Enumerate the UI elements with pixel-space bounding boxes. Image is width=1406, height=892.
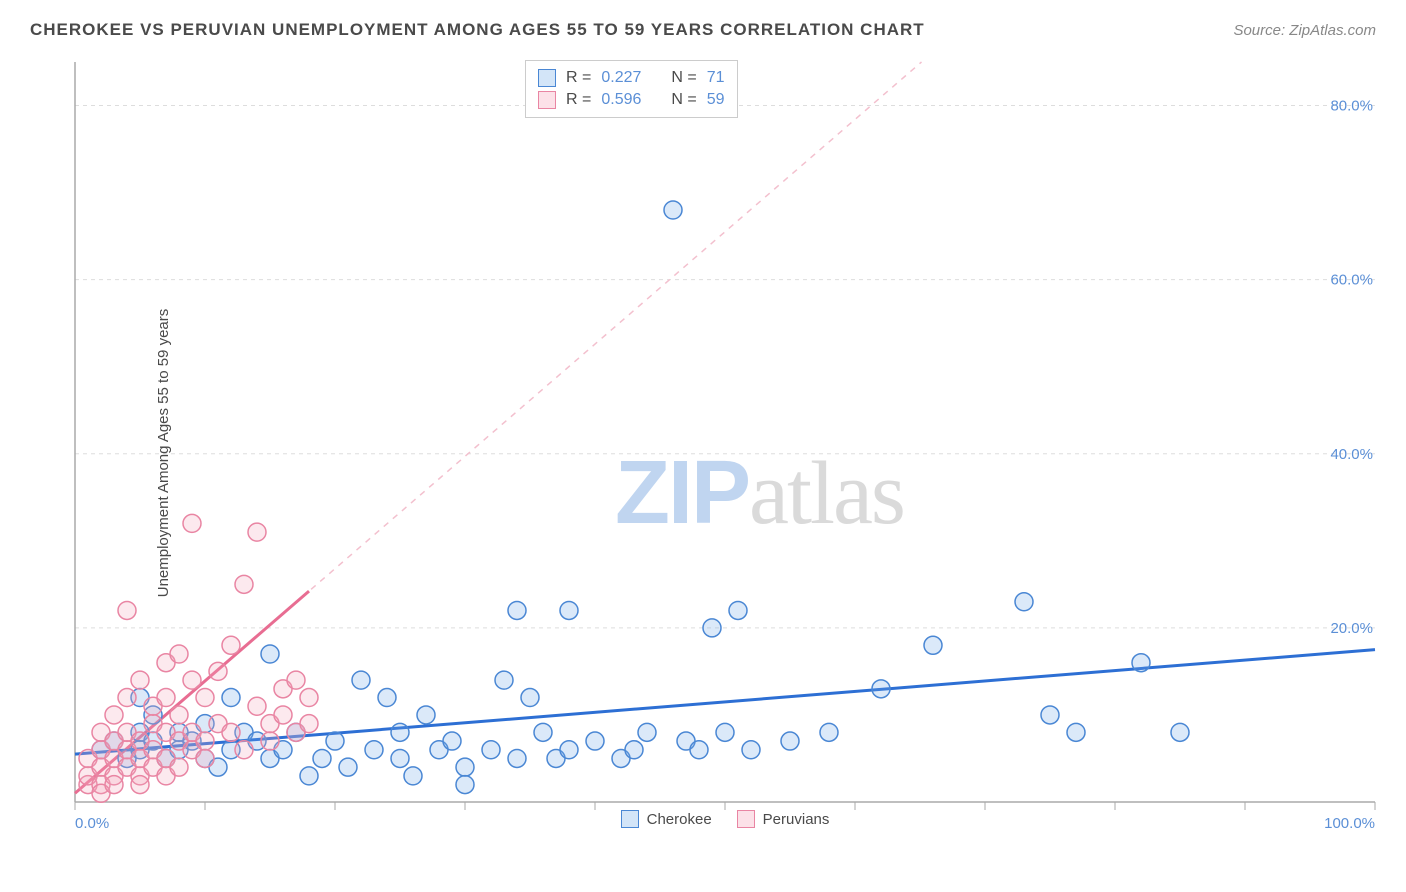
svg-text:40.0%: 40.0% [1330, 446, 1373, 463]
data-point [105, 706, 123, 724]
data-point [924, 636, 942, 654]
data-point [183, 514, 201, 532]
data-point [638, 723, 656, 741]
data-point [157, 689, 175, 707]
data-point [300, 767, 318, 785]
data-point [456, 758, 474, 776]
stats-row: R =0.596N =59 [538, 89, 725, 111]
data-point [690, 741, 708, 759]
data-point [170, 758, 188, 776]
n-value: 71 [707, 69, 725, 87]
data-point [443, 732, 461, 750]
data-point [1132, 654, 1150, 672]
data-point [261, 645, 279, 663]
correlation-stats-box: R =0.227N =71R =0.596N =59 [525, 60, 738, 118]
chart-container: Unemployment Among Ages 55 to 59 years 2… [55, 52, 1406, 854]
data-point [131, 671, 149, 689]
svg-text:80.0%: 80.0% [1330, 98, 1373, 115]
legend-swatch-icon [538, 69, 556, 87]
legend-swatch-icon [621, 810, 639, 828]
chart-title: CHEROKEE VS PERUVIAN UNEMPLOYMENT AMONG … [30, 20, 925, 40]
legend-label: Peruvians [763, 811, 830, 828]
data-point [222, 689, 240, 707]
data-point [820, 723, 838, 741]
svg-text:20.0%: 20.0% [1330, 620, 1373, 637]
data-point [456, 776, 474, 794]
data-point [339, 758, 357, 776]
data-point [183, 671, 201, 689]
data-point [196, 749, 214, 767]
data-point [560, 741, 578, 759]
data-point [131, 776, 149, 794]
legend-item: Peruvians [737, 810, 830, 828]
data-point [586, 732, 604, 750]
chart-header: CHEROKEE VS PERUVIAN UNEMPLOYMENT AMONG … [0, 0, 1406, 52]
data-point [378, 689, 396, 707]
data-point [248, 523, 266, 541]
data-point [482, 741, 500, 759]
data-point [196, 689, 214, 707]
data-point [534, 723, 552, 741]
chart-legend: Cherokee Peruvians [75, 810, 1375, 828]
data-point [703, 619, 721, 637]
data-point [300, 715, 318, 733]
r-value: 0.227 [601, 69, 641, 87]
data-point [365, 741, 383, 759]
data-point [248, 697, 266, 715]
data-point [261, 732, 279, 750]
data-point [625, 741, 643, 759]
data-point [508, 749, 526, 767]
legend-swatch-icon [538, 91, 556, 109]
data-point [1041, 706, 1059, 724]
data-point [1015, 593, 1033, 611]
data-point [742, 741, 760, 759]
svg-text:60.0%: 60.0% [1330, 272, 1373, 289]
legend-label: Cherokee [647, 811, 712, 828]
legend-item: Cherokee [621, 810, 712, 828]
data-point [560, 601, 578, 619]
data-point [170, 645, 188, 663]
data-point [664, 201, 682, 219]
data-point [326, 732, 344, 750]
data-point [781, 732, 799, 750]
data-point [313, 749, 331, 767]
data-point [222, 636, 240, 654]
data-point [1171, 723, 1189, 741]
data-point [235, 741, 253, 759]
data-point [287, 671, 305, 689]
data-point [729, 601, 747, 619]
scatter-chart: 20.0%40.0%60.0%80.0%0.0%100.0%CherokeePe… [55, 52, 1385, 854]
data-point [118, 689, 136, 707]
data-point [118, 601, 136, 619]
source-attribution: Source: ZipAtlas.com [1233, 22, 1376, 39]
data-point [391, 749, 409, 767]
data-point [521, 689, 539, 707]
legend-swatch-icon [737, 810, 755, 828]
data-point [222, 723, 240, 741]
data-point [274, 706, 292, 724]
data-point [495, 671, 513, 689]
data-point [508, 601, 526, 619]
data-point [417, 706, 435, 724]
data-point [170, 706, 188, 724]
data-point [352, 671, 370, 689]
data-point [209, 662, 227, 680]
data-point [300, 689, 318, 707]
stats-row: R =0.227N =71 [538, 67, 725, 89]
data-point [404, 767, 422, 785]
data-point [196, 732, 214, 750]
data-point [1067, 723, 1085, 741]
data-point [105, 776, 123, 794]
r-value: 0.596 [601, 91, 641, 109]
data-point [235, 575, 253, 593]
data-point [391, 723, 409, 741]
y-axis-title: Unemployment Among Ages 55 to 59 years [155, 309, 172, 598]
data-point [716, 723, 734, 741]
n-value: 59 [707, 91, 725, 109]
data-point [872, 680, 890, 698]
